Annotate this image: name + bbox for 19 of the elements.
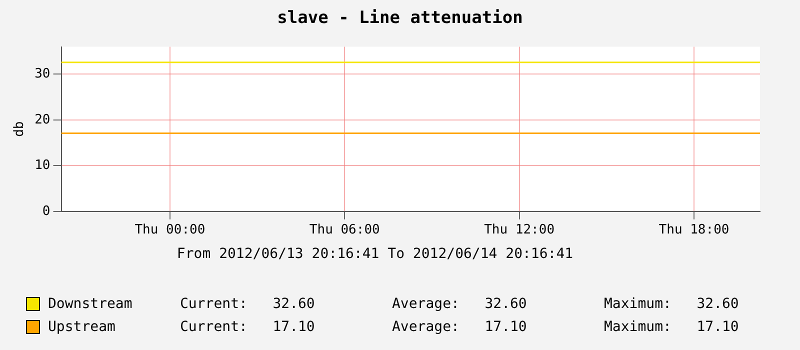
chart-title: slave - Line attenuation [276, 8, 524, 28]
x-tick-label: Thu 06:00 [309, 222, 380, 238]
text: Average: 17.10 [392, 318, 528, 334]
x-tick-label: Thu 12:00 [484, 222, 555, 238]
text: Maximum: 32.60 [604, 296, 740, 312]
text: Current: 32.60 [180, 296, 316, 312]
x-tick-label: Thu 00:00 [134, 222, 206, 238]
text: Current: 17.10 [180, 318, 316, 334]
x-tick-label: Thu 18:00 [658, 222, 730, 238]
y-axis-title: db [12, 121, 28, 137]
legend-label: Upstream [48, 318, 116, 334]
y-tick-label: 10 [34, 158, 50, 174]
y-tick-label: 20 [34, 112, 50, 128]
legend-label: Downstream [48, 296, 134, 312]
text: From 2012/06/13 20:16:41 To 2012/06/14 20:16:41 [176, 246, 574, 262]
y-tick-label: 0 [42, 204, 50, 219]
y-tick-label: 30 [34, 66, 50, 82]
text: Average: 32.60 [392, 296, 528, 312]
text: Maximum: 17.10 [604, 318, 740, 334]
